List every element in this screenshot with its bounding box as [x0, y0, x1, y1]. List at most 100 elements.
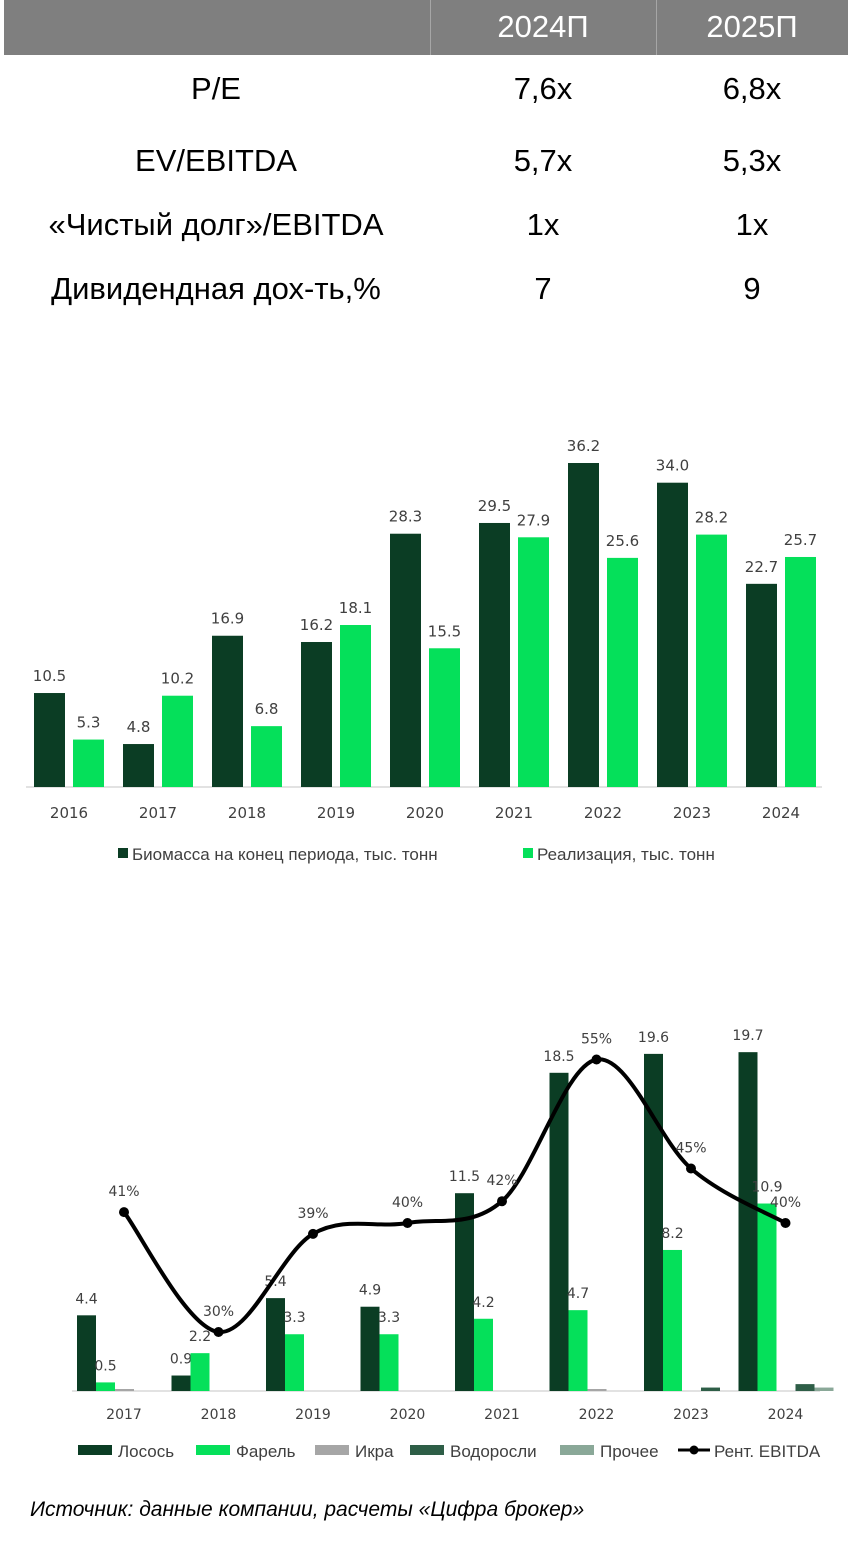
x-tick-label: 2019 [317, 804, 355, 822]
bar-biomass-2024 [746, 583, 777, 787]
bar-sales-2017 [162, 695, 193, 787]
ebitda-margin-point [213, 1327, 224, 1337]
row-net-debt-2025: 1x [735, 207, 769, 242]
data-label: 11.5 [449, 1169, 480, 1185]
bar-sales-2024 [785, 556, 816, 787]
bar-Прочее-2024 [814, 1387, 834, 1391]
row-ev-ebitda-2024: 5,7x [513, 143, 573, 178]
x-tick-label: 2020 [390, 1407, 426, 1423]
ebitda-margin-point [308, 1228, 318, 1239]
bar-sales-2018 [251, 726, 282, 787]
legend-swatch [78, 1445, 112, 1455]
data-label: 0.5 [94, 1358, 116, 1374]
data-label: 16.2 [300, 616, 333, 634]
bar-biomass-2016 [34, 693, 65, 787]
data-label: 3.3 [378, 1310, 400, 1326]
bar-biomass-2017 [123, 744, 154, 787]
table-header-bar [4, 0, 848, 55]
legend-swatch [196, 1445, 230, 1455]
legend-swatch [410, 1445, 444, 1455]
legend-label: Фарель [236, 1442, 296, 1461]
bar-sales-2021 [518, 537, 549, 787]
row-ev-ebitda-2025: 5,3x [722, 143, 782, 178]
data-label: 25.6 [606, 532, 639, 550]
x-tick-label: 2017 [139, 804, 177, 822]
legend-swatch [118, 848, 128, 858]
data-label: 16.9 [211, 610, 244, 628]
ebitda-margin-label: 30% [203, 1304, 234, 1320]
row-net-debt-2024: 1x [526, 207, 560, 242]
x-tick-label: 2018 [228, 804, 266, 822]
row-pe-label: P/E [191, 71, 241, 106]
header-separator [430, 0, 431, 55]
data-label: 25.7 [784, 531, 817, 549]
x-tick-label: 2019 [295, 1407, 331, 1423]
bar-sales-2016 [73, 739, 104, 787]
bar-biomass-2019 [301, 642, 332, 787]
data-label: 28.3 [389, 508, 422, 526]
data-label: 29.5 [478, 497, 511, 515]
data-label: 4.9 [359, 1283, 381, 1299]
legend-label: Лосось [118, 1442, 174, 1461]
bar-biomass-2021 [479, 522, 510, 787]
data-label: 8.2 [661, 1226, 683, 1242]
data-label: 19.7 [732, 1028, 763, 1044]
ebitda-margin-label: 39% [297, 1206, 328, 1222]
bar-Лосось-2022 [549, 1072, 569, 1391]
bar-Фарель-2021 [474, 1318, 493, 1391]
bar-biomass-2022 [568, 463, 599, 787]
x-tick-label: 2024 [762, 804, 800, 822]
bar-Фарель-2018 [190, 1353, 210, 1391]
x-tick-label: 2024 [768, 1407, 804, 1423]
data-label: 27.9 [517, 511, 550, 529]
bar-biomass-2020 [390, 533, 421, 787]
x-tick-label: 2023 [673, 804, 711, 822]
bar-Фарель-2017 [96, 1382, 115, 1391]
row-pe-2024: 7,6x [513, 71, 573, 106]
bar-Икра-2022 [587, 1389, 607, 1391]
row-dividend-label: Дивидендная дох-ть,% [51, 271, 381, 306]
bar-Лосось-2017 [77, 1315, 96, 1391]
row-net-debt-label: «Чистый долг»/EBITDA [48, 207, 384, 242]
bar-biomass-2023 [657, 482, 688, 787]
x-tick-label: 2021 [495, 804, 533, 822]
data-label: 22.7 [745, 558, 778, 576]
data-label: 4.4 [75, 1291, 97, 1307]
header-2024: 2024П [497, 9, 589, 44]
data-label: 36.2 [567, 437, 600, 455]
row-ev-ebitda-label: EV/EBITDA [135, 143, 297, 178]
ebitda-margin-point [686, 1163, 696, 1174]
ebitda-margin-label: 42% [486, 1173, 517, 1189]
data-label: 0.9 [170, 1352, 192, 1368]
legend-swatch [560, 1445, 594, 1455]
bar-Лосось-2019 [266, 1298, 285, 1391]
legend-label: Биомасса на конец периода, тыс. тонн [132, 845, 438, 864]
bar-Лосось-2024 [738, 1052, 758, 1391]
data-label: 5.3 [77, 714, 101, 732]
bar-Фарель-2020 [379, 1334, 399, 1391]
data-label: 18.1 [339, 599, 372, 617]
bar-Водоросли-2024 [795, 1384, 815, 1391]
bar-Икра-2017 [115, 1389, 134, 1391]
x-tick-label: 2018 [201, 1407, 237, 1423]
bar-biomass-2018 [212, 635, 243, 787]
ebitda-margin-line [122, 1057, 787, 1335]
data-label: 10.5 [33, 667, 66, 685]
data-label: 4.2 [472, 1295, 494, 1311]
data-label: 18.5 [543, 1049, 574, 1065]
ebitda-margin-label: 40% [392, 1195, 423, 1211]
data-label: 28.2 [695, 509, 728, 527]
data-label: 4.8 [127, 718, 151, 736]
data-label: 4.7 [567, 1286, 589, 1302]
ebitda-margin-point [497, 1196, 507, 1207]
x-tick-label: 2016 [50, 804, 88, 822]
legend-label: Прочее [600, 1442, 659, 1461]
ebitda-margin-point [119, 1207, 129, 1218]
x-tick-label: 2017 [106, 1407, 142, 1423]
bar-sales-2022 [607, 557, 638, 787]
row-pe-2025: 6,8x [722, 71, 782, 106]
data-label: 34.0 [656, 457, 689, 475]
data-label: 10.9 [751, 1180, 782, 1196]
data-label: 19.6 [638, 1030, 669, 1046]
data-label: 15.5 [428, 622, 461, 640]
